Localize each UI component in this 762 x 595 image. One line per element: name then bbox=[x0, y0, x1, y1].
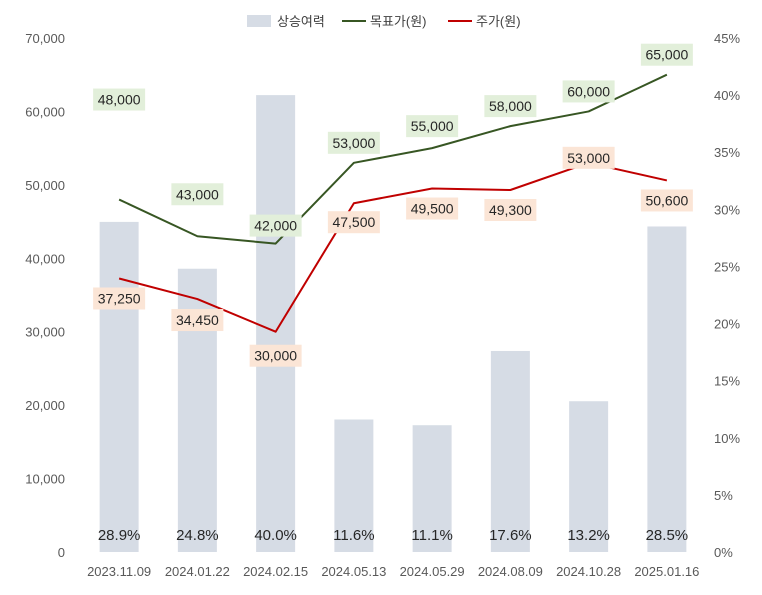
data-label: 55,000 bbox=[411, 118, 454, 134]
data-label: 49,500 bbox=[411, 201, 454, 217]
data-label-box bbox=[171, 183, 224, 206]
y-right-tick-label: 45% bbox=[714, 31, 740, 46]
bar-data-label: 11.6% bbox=[333, 527, 374, 544]
bar-data-label: 13.2% bbox=[567, 527, 610, 544]
data-label-box bbox=[327, 211, 380, 234]
x-tick-label: 2024.08.09 bbox=[478, 564, 543, 579]
data-label-box bbox=[249, 214, 302, 237]
data-label-box bbox=[249, 344, 302, 367]
x-tick-label: 2024.05.13 bbox=[321, 564, 386, 579]
data-label: 50,600 bbox=[645, 192, 688, 208]
data-label: 47,500 bbox=[332, 214, 375, 230]
legend-label-target: 목표가(원) bbox=[370, 14, 427, 29]
data-label-box bbox=[484, 198, 537, 221]
data-label-box bbox=[406, 197, 459, 220]
bar-data-label: 24.8% bbox=[176, 527, 219, 544]
y-right-tick-label: 5% bbox=[714, 488, 733, 503]
y-right-tick-label: 35% bbox=[714, 145, 740, 160]
bar bbox=[490, 350, 530, 552]
y-axis-left: 0 10,000 20,000 30,000 40,000 50,000 60,000 70,… bbox=[25, 31, 65, 560]
y-right-tick-label: 0% bbox=[714, 545, 733, 560]
data-label-box bbox=[640, 43, 693, 66]
data-label-box bbox=[171, 309, 224, 332]
legend: 상승여력 목표가(원) 주가(원) bbox=[247, 14, 521, 29]
y-right-tick-label: 20% bbox=[714, 317, 740, 332]
bar-data-label: 17.6% bbox=[489, 527, 532, 544]
point-labels-layer: 48,000 43,000 42,000 53,000 55,000 58,000 60,0… bbox=[93, 43, 693, 367]
bar bbox=[99, 221, 139, 553]
data-label: 37,250 bbox=[98, 290, 141, 306]
data-label: 49,300 bbox=[489, 202, 532, 218]
y-right-tick-label: 10% bbox=[714, 431, 740, 446]
data-label: 58,000 bbox=[489, 98, 532, 114]
y-left-tick-label: 60,000 bbox=[25, 104, 65, 119]
bar bbox=[412, 425, 452, 552]
y-axis-right: 0% 5% 10% 15% 20% 25% 30% 35% 40% 45% bbox=[714, 31, 740, 560]
x-tick-label: 2024.10.28 bbox=[556, 564, 621, 579]
y-left-tick-label: 40,000 bbox=[25, 251, 65, 266]
data-label: 53,000 bbox=[332, 135, 375, 151]
x-axis: 2023.11.09 2024.01.22 2024.02.15 2024.05.13… bbox=[87, 564, 699, 579]
bar bbox=[334, 419, 374, 552]
y-left-tick-label: 30,000 bbox=[25, 325, 65, 340]
y-right-tick-label: 30% bbox=[714, 202, 740, 217]
data-label: 43,000 bbox=[176, 186, 219, 202]
data-label-box bbox=[484, 95, 537, 118]
legend-swatch-bar bbox=[247, 15, 271, 27]
data-label-box bbox=[562, 80, 615, 103]
data-label: 48,000 bbox=[98, 92, 141, 108]
y-right-tick-label: 15% bbox=[714, 374, 740, 389]
legend-label-bar: 상승여력 bbox=[277, 14, 325, 29]
bar bbox=[647, 226, 687, 552]
x-tick-label: 2023.11.09 bbox=[87, 564, 151, 579]
data-label-box bbox=[640, 189, 693, 212]
bars-layer bbox=[99, 95, 687, 553]
y-left-tick-label: 10,000 bbox=[25, 472, 65, 487]
bar-data-label: 40.0% bbox=[254, 527, 297, 544]
bar-data-label: 28.5% bbox=[646, 527, 689, 544]
data-label-box bbox=[327, 131, 380, 154]
data-label-box bbox=[562, 146, 615, 169]
legend-label-price: 주가(원) bbox=[476, 14, 521, 29]
y-left-tick-label: 0 bbox=[58, 545, 65, 560]
y-left-tick-label: 50,000 bbox=[25, 178, 65, 193]
x-tick-label: 2024.02.15 bbox=[243, 564, 308, 579]
data-label: 65,000 bbox=[645, 47, 688, 63]
data-label-box bbox=[93, 88, 146, 111]
x-tick-label: 2024.05.29 bbox=[400, 564, 465, 579]
data-label: 42,000 bbox=[254, 218, 297, 234]
y-right-tick-label: 40% bbox=[714, 88, 740, 103]
data-label: 53,000 bbox=[567, 150, 610, 166]
bar-data-label: 11.1% bbox=[411, 527, 452, 544]
data-label: 60,000 bbox=[567, 83, 610, 99]
y-left-tick-label: 70,000 bbox=[25, 31, 65, 46]
bar-data-label: 28.9% bbox=[98, 527, 141, 544]
data-label: 30,000 bbox=[254, 348, 297, 364]
plot-area bbox=[80, 38, 706, 552]
x-tick-label: 2025.01.16 bbox=[634, 564, 699, 579]
bar-labels-layer: 28.9% 24.8% 40.0% 11.6% 11.1% 17.6% 13.2% 28.5% bbox=[98, 527, 688, 544]
y-right-tick-label: 25% bbox=[714, 259, 740, 274]
bar bbox=[256, 95, 296, 552]
data-label-box bbox=[93, 287, 146, 310]
bar bbox=[569, 401, 609, 552]
x-tick-label: 2024.01.22 bbox=[165, 564, 230, 579]
y-left-tick-label: 20,000 bbox=[25, 398, 65, 413]
data-label: 34,450 bbox=[176, 312, 219, 328]
data-label-box bbox=[406, 115, 459, 138]
series-line bbox=[118, 73, 668, 245]
